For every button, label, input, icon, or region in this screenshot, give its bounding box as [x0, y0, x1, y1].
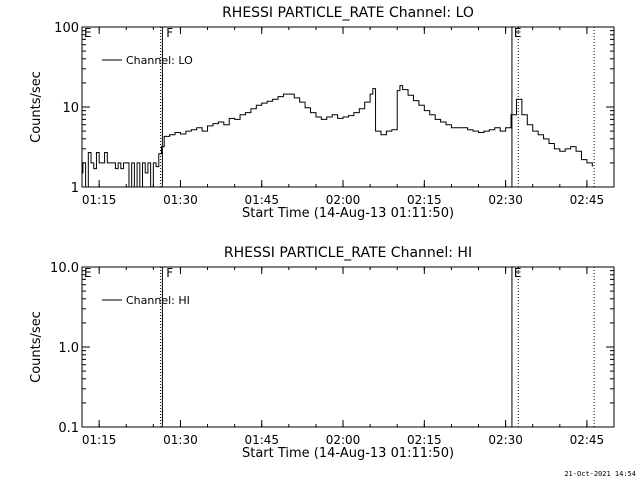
- plot-frame: [81, 26, 615, 188]
- x-tick-label: 02:15: [407, 193, 442, 207]
- x-tick-label: 01:30: [163, 193, 198, 207]
- y-tick-label: 100: [54, 21, 79, 36]
- y-tick-label: 10: [62, 101, 79, 116]
- event-marker-label: F: [166, 26, 173, 40]
- event-marker-label: E: [84, 266, 92, 280]
- x-axis-label: Start Time (14-Aug-13 01:11:50): [242, 446, 454, 461]
- x-tick-label: 02:30: [488, 433, 523, 447]
- x-tick-label: 01:15: [82, 433, 117, 447]
- series-line: [82, 85, 593, 188]
- timestamp-footer: 21-Oct-2021 14:54: [564, 470, 636, 478]
- x-tick-label: 01:15: [82, 193, 117, 207]
- y-axis-label: Counts/sec: [29, 71, 44, 143]
- x-tick-label: 01:30: [163, 433, 198, 447]
- x-tick-label: 02:45: [570, 433, 605, 447]
- y-axis-label: Counts/sec: [29, 311, 44, 383]
- legend-label: Channel: LO: [126, 54, 193, 67]
- x-tick-label: 02:45: [570, 193, 605, 207]
- plot-frame: [81, 266, 615, 428]
- y-tick-label: 1.0: [58, 341, 79, 356]
- y-tick-label: 0.1: [58, 421, 79, 436]
- x-tick-label: 02:30: [488, 193, 523, 207]
- x-tick-label: 02:00: [326, 433, 361, 447]
- x-tick-label: 02:00: [326, 193, 361, 207]
- x-tick-label: 02:15: [407, 433, 442, 447]
- event-marker-label: E: [514, 266, 522, 280]
- x-tick-label: 01:45: [244, 193, 279, 207]
- legend-label: Channel: HI: [126, 294, 190, 307]
- x-tick-label: 01:45: [244, 433, 279, 447]
- event-marker-label: E: [514, 26, 522, 40]
- event-marker-label: E: [84, 26, 92, 40]
- chart-title: RHESSI PARTICLE_RATE Channel: HI: [224, 245, 472, 261]
- x-axis-label: Start Time (14-Aug-13 01:11:50): [242, 206, 454, 221]
- chart-title: RHESSI PARTICLE_RATE Channel: LO: [222, 5, 474, 21]
- y-tick-label: 10.0: [50, 261, 79, 276]
- y-tick-label: 1: [71, 181, 79, 196]
- event-marker-label: F: [166, 266, 173, 280]
